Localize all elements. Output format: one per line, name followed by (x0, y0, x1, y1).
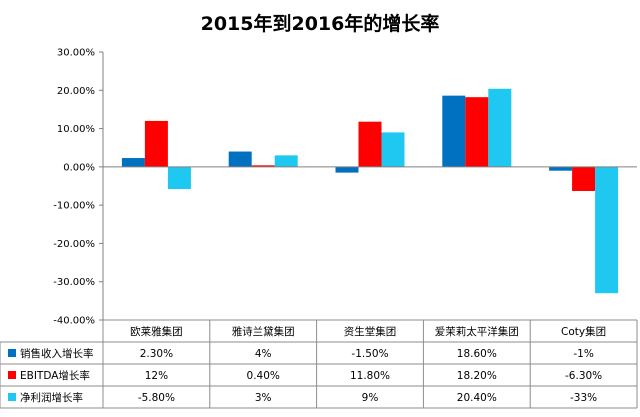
y-tick-label: 10.00% (57, 124, 95, 135)
bar-2 (465, 97, 489, 167)
data-value-label: 3% (255, 392, 272, 404)
bar-1 (335, 166, 359, 173)
y-tick-label: -10.00% (53, 201, 95, 212)
data-value-label: 9% (362, 392, 379, 404)
data-value-label: -1.50% (351, 348, 388, 360)
y-tick-label: 0.00% (63, 162, 95, 173)
legend-swatch (8, 393, 16, 401)
bar-2 (144, 120, 168, 167)
category-label: 欧莱雅集团 (130, 325, 183, 338)
legend-swatch (8, 349, 16, 357)
bar-2 (358, 121, 382, 167)
category-label: 雅诗兰黛集团 (232, 325, 295, 338)
legend-swatch (8, 371, 16, 379)
bar-3 (488, 88, 512, 167)
bar-3 (595, 166, 619, 294)
bar-1 (228, 151, 252, 167)
data-value-label: -1% (573, 348, 593, 360)
data-value-label: 12% (145, 370, 168, 382)
data-value-label: -6.30% (565, 370, 602, 382)
category-label: Coty集团 (561, 325, 606, 338)
data-value-label: 2.30% (140, 348, 173, 360)
chart-title: 2015年到2016年的增长率 (201, 12, 440, 35)
legend-label: 净利润增长率 (20, 391, 83, 404)
data-value-label: 20.40% (457, 392, 497, 404)
category-label: 资生堂集团 (344, 325, 397, 338)
bar-3 (381, 132, 405, 167)
data-value-label: 0.40% (247, 370, 280, 382)
y-tick-label: -30.00% (53, 277, 95, 288)
data-value-label: -33% (570, 392, 597, 404)
data-value-label: 18.20% (457, 370, 497, 382)
bar-1 (442, 95, 466, 167)
y-tick-label: -20.00% (53, 239, 95, 250)
data-value-label: -5.80% (138, 392, 175, 404)
y-tick-label: 20.00% (57, 86, 95, 97)
bar-2 (572, 166, 596, 191)
bar-1 (549, 166, 573, 171)
y-tick-label: 30.00% (57, 48, 95, 59)
bar-3 (274, 155, 298, 167)
data-value-label: 4% (255, 348, 272, 360)
bar-1 (121, 158, 145, 167)
data-value-label: 11.80% (350, 370, 390, 382)
legend-label: EBITDA增长率 (20, 369, 90, 382)
y-tick-label: -40.00% (53, 316, 95, 327)
legend-label: 销售收入增长率 (20, 347, 94, 360)
bar-3 (167, 166, 191, 190)
data-value-label: 18.60% (457, 348, 497, 360)
category-label: 爱茉莉太平洋集团 (435, 325, 519, 338)
bar-2 (251, 165, 275, 167)
